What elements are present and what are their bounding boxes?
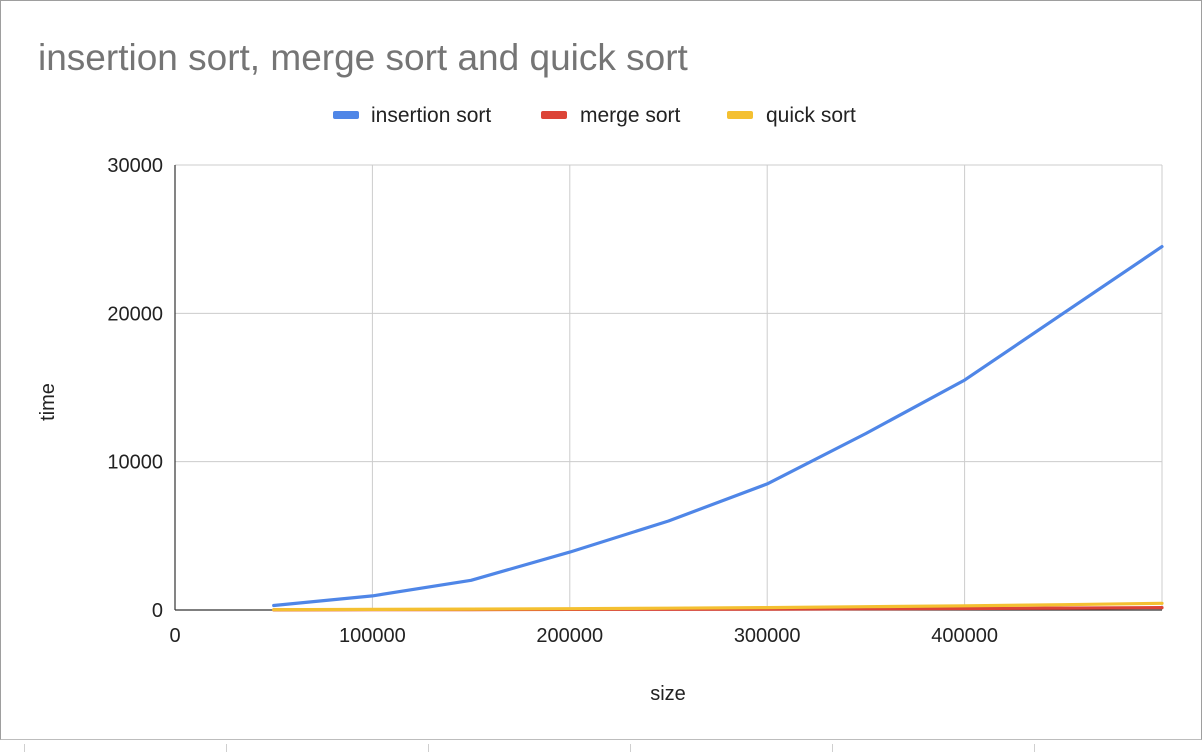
legend: insertion sort merge sort quick sort: [333, 104, 856, 127]
y-tick-label: 20000: [107, 303, 163, 325]
gridlines: [175, 164, 1163, 610]
sheet-column-divider: [630, 744, 631, 752]
legend-label: merge sort: [580, 104, 681, 127]
series-line-insertion-sort: [272, 245, 1164, 608]
legend-swatch: [727, 111, 753, 119]
axes: [174, 165, 1162, 611]
chart-title: insertion sort, merge sort and quick sor…: [38, 37, 688, 78]
sheet-row-strip: [0, 740, 1202, 752]
legend-swatch: [333, 111, 359, 119]
x-tick-label: 200000: [536, 625, 603, 647]
y-tick-label: 10000: [107, 452, 163, 474]
x-tick-label: 300000: [734, 625, 801, 647]
sheet-column-divider: [428, 744, 429, 752]
legend-label: insertion sort: [371, 104, 491, 127]
sheet-column-divider: [1034, 744, 1035, 752]
series-line-quick-sort: [272, 601, 1164, 612]
sheet-column-divider: [832, 744, 833, 752]
series-lines: [272, 245, 1164, 612]
x-tick-label: 100000: [339, 625, 406, 647]
y-tick-label: 30000: [107, 155, 163, 177]
y-axis-title: time: [37, 383, 59, 421]
sheet-column-divider: [24, 744, 25, 752]
x-axis-title: size: [650, 683, 686, 705]
x-tick-label: 0: [169, 625, 180, 647]
x-tick-label: 400000: [931, 625, 998, 647]
sheet-column-divider: [226, 744, 227, 752]
legend-label: quick sort: [766, 104, 856, 127]
legend-swatch: [541, 111, 567, 119]
y-tick-label: 0: [152, 600, 163, 622]
